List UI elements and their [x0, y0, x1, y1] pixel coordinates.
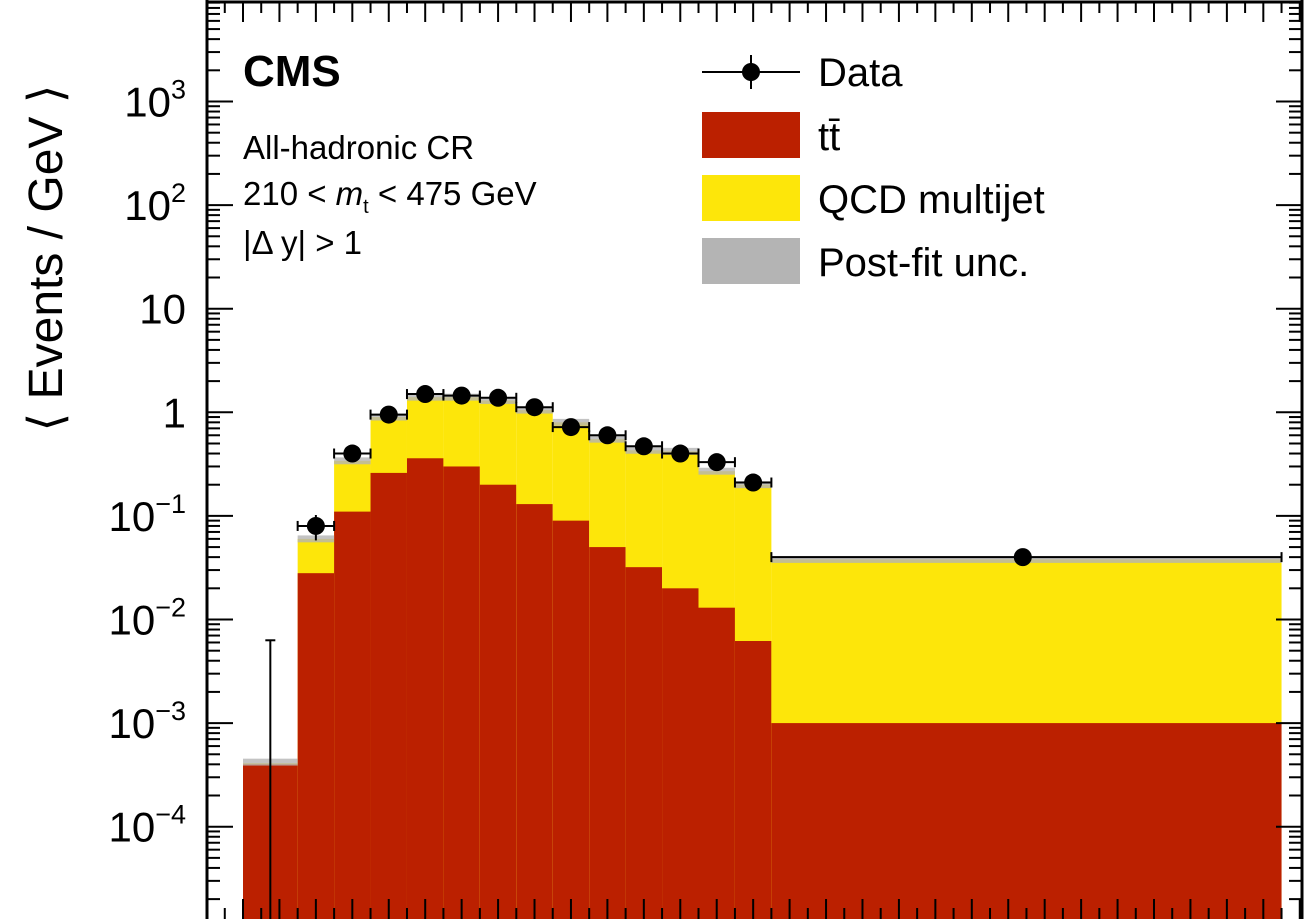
- data-point-10: [634, 437, 653, 456]
- ttbar-bar-13: [734, 641, 772, 919]
- mass-window-prefix: 210 <: [243, 175, 336, 212]
- ttbar-bar-14: [771, 723, 1282, 919]
- ttbar-bar-9: [589, 547, 626, 919]
- ttbar-bar-2: [334, 511, 371, 919]
- y-tick-label-2: 10−2: [108, 593, 186, 644]
- legend: Data tt̄ QCD multijet Post-fit unc.: [702, 51, 1045, 285]
- data-point-7: [525, 398, 544, 417]
- ttbar-bar-1: [297, 573, 335, 919]
- ttbar-bar-8: [552, 520, 590, 919]
- y-tick-label-1: 10−3: [108, 696, 186, 747]
- y-tick-label-4: 1: [163, 389, 186, 436]
- legend-qcd-swatch: [702, 175, 800, 221]
- data-point-4: [416, 385, 435, 404]
- ttbar-bar-12: [698, 607, 735, 919]
- y-tick-label-3: 10−1: [108, 489, 186, 540]
- data-point-5: [452, 386, 471, 405]
- ttbar-bar-4: [406, 458, 444, 919]
- legend-data-label: Data: [818, 51, 903, 95]
- legend-ttbar-label: tt̄: [818, 115, 840, 159]
- data-point-2: [343, 444, 362, 463]
- experiment-label: CMS: [243, 47, 341, 96]
- rapidity-cut-label: |Δ y| > 1: [243, 224, 362, 261]
- mass-window-label: 210 < mt < 475 GeV: [243, 175, 537, 218]
- unc-band-12: [698, 467, 735, 475]
- data-point-1: [306, 516, 325, 535]
- ttbar-bar-6: [479, 484, 517, 919]
- data-points: [265, 385, 1283, 919]
- ttbar-bar-10: [625, 567, 663, 919]
- legend-data-marker: [702, 55, 800, 89]
- y-tick-label-0: 10−4: [108, 800, 186, 851]
- y-axis-ticks: 10−4 10−3 10−2 10−1 1 10 102 103: [108, 1, 1302, 919]
- legend-unc-label: Post-fit unc.: [818, 241, 1029, 285]
- data-point-6: [489, 388, 508, 407]
- data-point-11: [671, 444, 690, 463]
- mass-window-suffix: < 475 GeV: [369, 175, 537, 212]
- ttbar-bar-11: [662, 588, 699, 919]
- ttbar-bar-5: [443, 466, 480, 919]
- data-point-8: [561, 418, 580, 437]
- mass-symbol: m: [336, 175, 364, 212]
- data-point-12: [707, 453, 726, 472]
- ttbar-bar-7: [516, 504, 553, 919]
- data-point-9: [598, 426, 617, 445]
- ttbar-bar-3: [370, 472, 407, 919]
- y-tick-label-5: 10: [139, 286, 186, 333]
- y-tick-label-6: 102: [124, 178, 186, 229]
- legend-qcd-label: QCD multijet: [818, 178, 1045, 222]
- y-tick-label-7: 103: [124, 75, 186, 126]
- y-axis-label: ⟨ Events / GeV ⟩: [20, 85, 73, 432]
- data-point-3: [379, 405, 398, 424]
- data-point-13: [744, 473, 763, 492]
- stacked-bars: [243, 397, 1282, 919]
- mass-subscript: t: [363, 196, 369, 218]
- region-label: All-hadronic CR: [243, 129, 474, 166]
- legend-unc-swatch: [702, 238, 800, 284]
- legend-ttbar-swatch: [702, 112, 800, 158]
- data-point-14: [1013, 548, 1032, 567]
